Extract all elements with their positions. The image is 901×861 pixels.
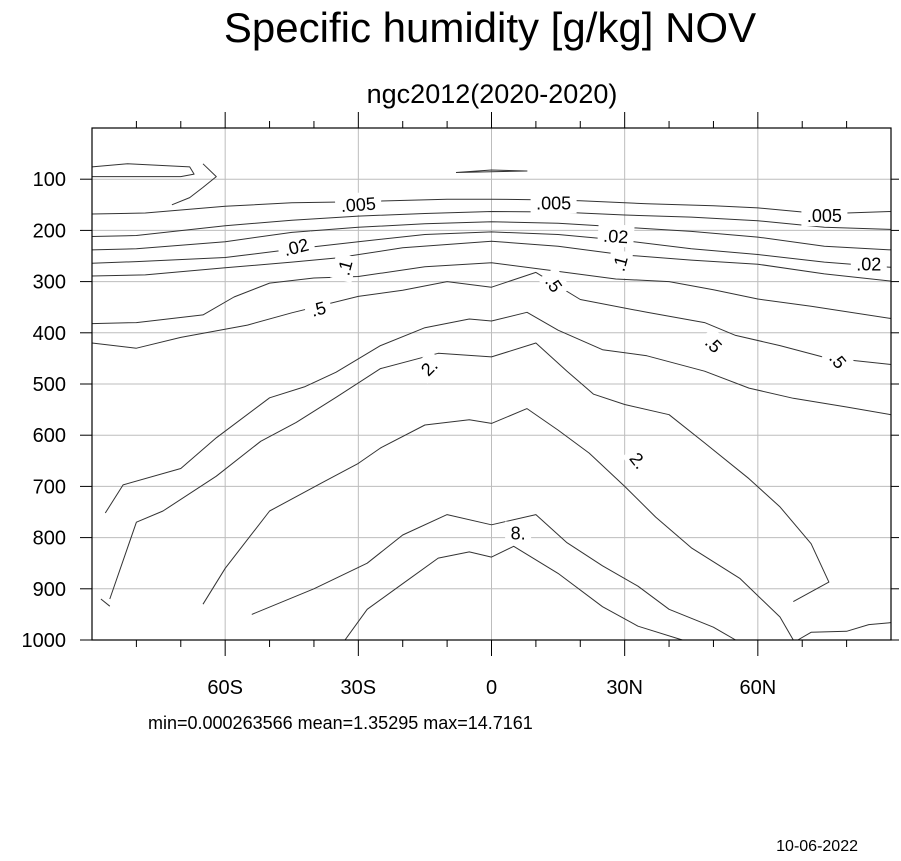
contour-label: .5 [697, 326, 732, 361]
contour-line [455, 169, 528, 173]
contour-line [91, 262, 892, 325]
y-tick-label: 700 [33, 476, 66, 498]
contour-line [91, 271, 892, 365]
y-tick-label: 800 [33, 528, 66, 550]
contour-label: .02 [275, 231, 317, 262]
contour-line [104, 311, 892, 514]
x-tick-label: 30S [341, 677, 377, 699]
contour-label: .1 [605, 248, 634, 279]
contour-line [91, 211, 892, 237]
y-tick-label: 900 [33, 579, 66, 601]
contour-label-text: 8. [511, 524, 526, 544]
contour-label-text: .1 [333, 258, 356, 278]
contour-label: .1 [330, 252, 359, 283]
y-tick-label: 300 [33, 272, 66, 294]
x-tick-label: 60S [207, 677, 243, 699]
axes: 60S 30S 0 30N 60N 100 200 300 400 500 600 700 800 900… [22, 112, 899, 699]
contour-line [202, 408, 794, 641]
contour-label: .005 [801, 204, 848, 227]
y-tick-label: 400 [33, 323, 66, 345]
grid-lines [92, 128, 891, 641]
x-tick-label: 60N [739, 677, 776, 699]
contour-lines [91, 163, 892, 641]
contour-line [91, 221, 892, 251]
contour-label: .02 [850, 252, 887, 275]
contour-line [91, 231, 892, 268]
contour-label: .5 [821, 342, 856, 377]
date-stamp: 10-06-2022 [776, 838, 858, 855]
contour-label: .5 [302, 294, 334, 323]
contour-label: 2. [411, 349, 446, 384]
contour-label-text: .005 [340, 194, 376, 216]
contour-line [251, 514, 736, 641]
contour-label: 8. [505, 521, 532, 544]
contour-line [344, 545, 683, 641]
contour-line [100, 598, 111, 607]
contour-label-text: .02 [856, 255, 881, 275]
contour-label: .02 [597, 223, 635, 248]
contour-line [109, 342, 830, 603]
y-tick-label: 1000 [22, 630, 67, 652]
y-tick-label: 100 [33, 169, 66, 191]
stats-text: min=0.000263566 mean=1.35295 max=14.7161 [148, 713, 533, 733]
x-tick-label: 30N [606, 677, 643, 699]
contour-line [91, 163, 195, 178]
contour-line [91, 240, 892, 282]
contour-label: 2. [622, 443, 656, 478]
contour-line [797, 622, 892, 641]
contour-label: .005 [334, 191, 382, 217]
contour-labels: .005.005.005.02.02.02.1.1.5.5.5.52.2.8. [275, 191, 887, 544]
contour-label: .5 [537, 266, 571, 301]
y-tick-label: 600 [33, 425, 66, 447]
contour-label: .005 [530, 191, 577, 214]
y-tick-label: 200 [33, 220, 66, 242]
chart-title: Specific humidity [g/kg] NOV [224, 4, 756, 51]
contour-label-text: .02 [603, 226, 629, 248]
chart-subtitle: ngc2012(2020-2020) [367, 79, 618, 109]
contour-label-text: .005 [807, 206, 842, 226]
y-tick-label: 500 [33, 374, 66, 396]
contour-label-text: .005 [536, 193, 571, 213]
contour-line [171, 163, 217, 206]
contour-label-text: .5 [309, 298, 329, 321]
x-tick-label: 0 [486, 677, 497, 699]
contour-label-text: .1 [609, 254, 632, 274]
